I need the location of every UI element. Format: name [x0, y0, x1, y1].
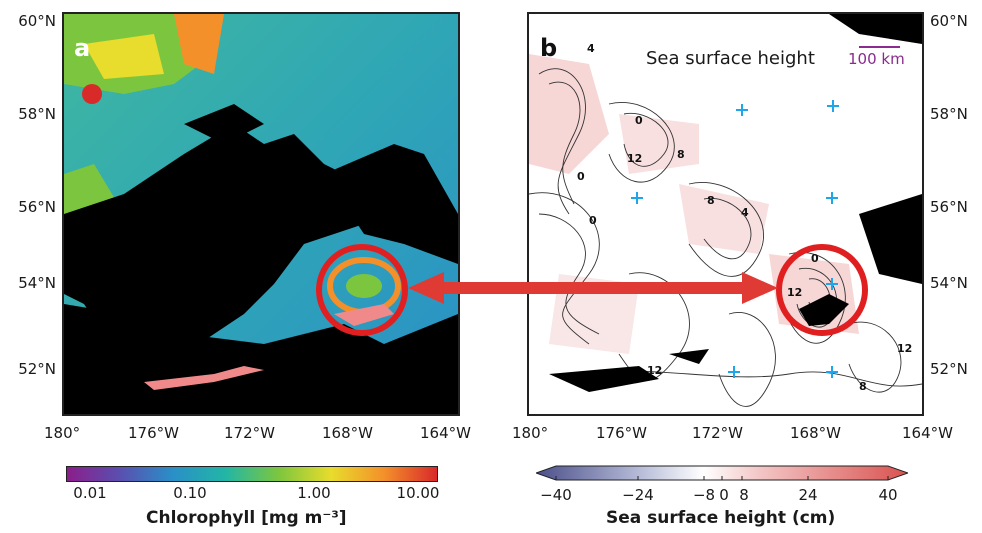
panel-a-letter: a — [74, 34, 91, 62]
chl-tick-1.00: 1.00 — [297, 484, 331, 502]
lat-label-52n: 52°N — [18, 360, 56, 378]
lon-label-164w-b: 164°W — [902, 424, 953, 442]
ssh-tick-40: 40 — [878, 486, 898, 504]
lon-label-168w-b: 168°W — [790, 424, 841, 442]
station-marker — [826, 278, 838, 290]
contour-line — [848, 321, 902, 393]
chlorophyll-map-panel — [62, 12, 460, 416]
lat-label-56n-right: 56°N — [930, 198, 968, 216]
chl-tick-0.01: 0.01 — [73, 484, 107, 502]
positive-ssh-region — [619, 114, 699, 174]
lon-label-180-b: 180° — [512, 424, 549, 442]
chlorophyll-map — [64, 14, 458, 414]
land-mask — [669, 349, 709, 364]
chlorophyll-patch — [174, 14, 224, 74]
ssh-map-panel: 4 0 12 8 0 0 8 4 12 0 12 12 8 — [527, 12, 924, 416]
lon-label-176w: 176°W — [128, 424, 179, 442]
contour-line — [688, 182, 764, 277]
aleutian-islands-chl — [334, 304, 394, 326]
contour-label: 0 — [577, 170, 585, 183]
eddy-highlight-circle-b — [776, 244, 868, 336]
contour-line — [529, 192, 600, 345]
land-mask — [859, 194, 922, 284]
ssh-tick-neg8: −8 — [692, 486, 716, 504]
contour-label: 8 — [677, 148, 685, 161]
ssh-colorbar-title: Sea surface height (cm) — [606, 508, 836, 528]
station-marker — [631, 192, 643, 204]
ssh-tick-8: 8 — [739, 486, 749, 504]
lon-label-164w: 164°W — [420, 424, 471, 442]
cloud-mask — [64, 124, 414, 364]
lon-label-180: 180° — [44, 424, 81, 442]
double-arrow-shape — [408, 272, 778, 304]
land-mask — [829, 14, 922, 44]
station-marker — [826, 192, 838, 204]
contour-line — [538, 68, 586, 215]
lon-label-172w-b: 172°W — [692, 424, 743, 442]
chlorophyll-colorbar — [66, 466, 438, 482]
lat-label-54n: 54°N — [18, 274, 56, 292]
contour-label: 12 — [787, 286, 802, 299]
contour-label: 4 — [741, 206, 749, 219]
contour-labels: 4 0 12 8 0 0 8 4 12 0 12 12 8 — [577, 42, 912, 393]
lat-label-58n: 58°N — [18, 105, 56, 123]
lat-label-56n: 56°N — [18, 198, 56, 216]
panel-b-letter: b — [540, 34, 558, 62]
contour-line — [718, 312, 776, 407]
lat-label-60n-right: 60°N — [930, 12, 968, 30]
eddy-highlight-circle-a — [316, 244, 408, 336]
chlorophyll-max-spot — [82, 84, 102, 104]
contour-line — [703, 197, 752, 260]
ssh-contour-map: 4 0 12 8 0 0 8 4 12 0 12 12 8 — [529, 14, 922, 414]
contour-label: 12 — [897, 342, 912, 355]
contour-label: 0 — [811, 252, 819, 265]
ssh-tick-24: 24 — [798, 486, 818, 504]
ssh-tick-neg40: −40 — [540, 486, 572, 504]
contour-line — [783, 252, 846, 344]
ssh-tick-0: 0 — [719, 486, 729, 504]
contour-line — [548, 81, 581, 205]
cloud-mask — [324, 144, 458, 264]
scale-bar-label: 100 km — [848, 50, 905, 68]
contour-line — [608, 102, 675, 183]
lat-label-54n-right: 54°N — [930, 274, 968, 292]
contour-label: 4 — [587, 42, 595, 55]
lat-label-52n-right: 52°N — [930, 360, 968, 378]
ssh-colorbar-ticks — [555, 476, 889, 480]
station-marker — [826, 366, 838, 378]
contour-line — [623, 112, 669, 167]
cloud-mask — [184, 104, 264, 144]
eddy-core — [346, 274, 382, 298]
contour-label: 0 — [589, 214, 597, 227]
contour-label: 8 — [859, 380, 867, 393]
contour-label: 8 — [707, 194, 715, 207]
ssh-panel-title: Sea surface height — [646, 48, 815, 69]
land-mask — [549, 366, 659, 392]
lon-label-176w-b: 176°W — [596, 424, 647, 442]
station-marker — [736, 104, 748, 116]
ssh-tick-neg24: −24 — [622, 486, 654, 504]
ssh-colorbar — [536, 465, 908, 481]
chl-tick-0.10: 0.10 — [173, 484, 207, 502]
chlorophyll-patch — [84, 34, 164, 79]
station-marker — [827, 100, 839, 112]
lon-label-172w: 172°W — [224, 424, 275, 442]
double-arrow — [408, 272, 778, 304]
contour-label: 0 — [635, 114, 643, 127]
contour-line — [538, 213, 600, 335]
lon-label-168w: 168°W — [322, 424, 373, 442]
chl-tick-10.00: 10.00 — [396, 484, 440, 502]
contour-label: 12 — [647, 364, 662, 377]
station-markers — [631, 100, 839, 378]
chlorophyll-colorbar-title: Chlorophyll [mg m⁻³] — [146, 508, 347, 528]
contour-label: 12 — [627, 152, 642, 165]
lat-label-58n-right: 58°N — [930, 105, 968, 123]
positive-ssh-region — [679, 184, 769, 254]
station-marker — [728, 366, 740, 378]
land-mask — [799, 294, 849, 326]
lat-label-60n: 60°N — [18, 12, 56, 30]
aleutian-islands-chl — [144, 366, 264, 390]
